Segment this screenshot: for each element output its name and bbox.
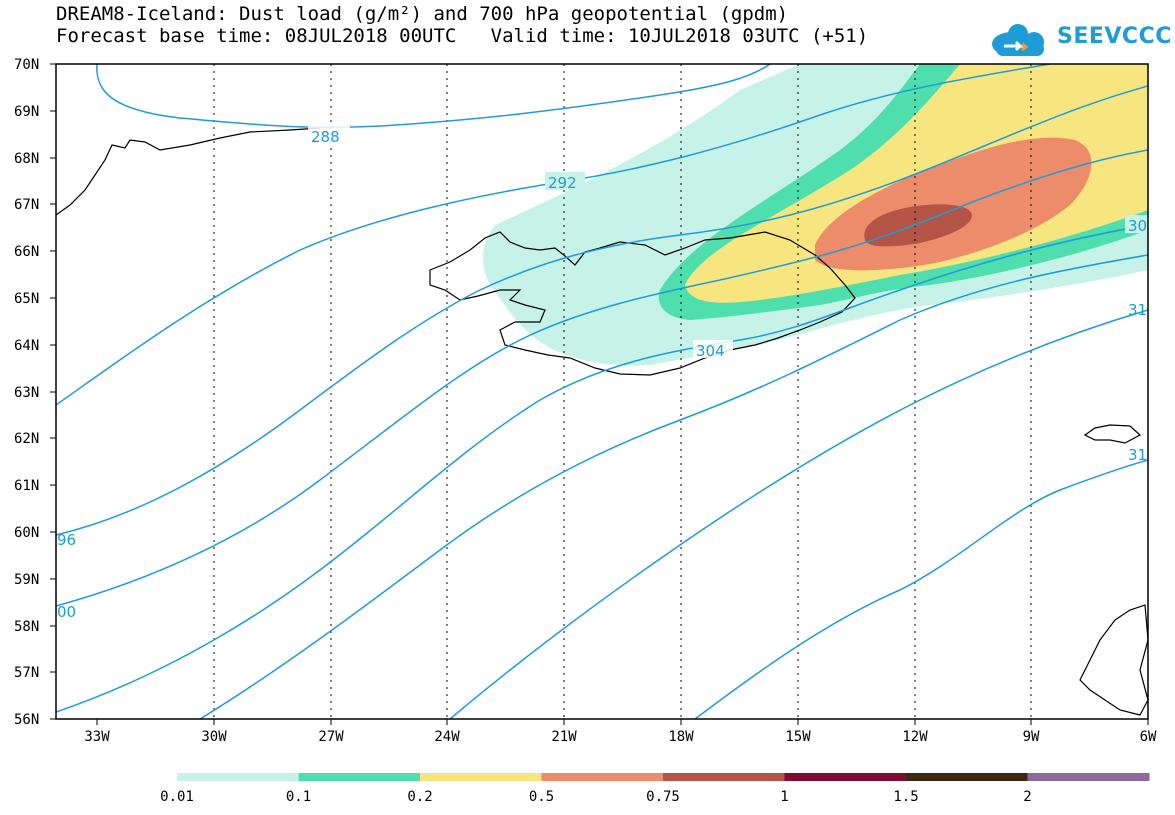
contour-304 <box>56 224 1148 713</box>
colorbar-label: 0.1 <box>286 789 311 805</box>
lon-label: 18W <box>668 729 694 745</box>
contour-312 <box>449 309 1148 719</box>
map-subtitle: Forecast base time: 08JUL2018 00UTC Vali… <box>56 25 869 47</box>
iceland-coast <box>429 231 856 376</box>
longitude-labels: 33W 30W 27W 24W 21W 18W 15W 12W 9W 6W <box>84 729 1157 745</box>
contour-label-304: 304 <box>696 342 725 360</box>
lat-label: 68N <box>14 151 39 167</box>
contour-288 <box>96 64 771 129</box>
contour-labels: 288 292 304 30 31 31 96 00 <box>57 126 1148 621</box>
colorbar-swatch <box>177 773 299 781</box>
lon-label: 27W <box>318 729 344 745</box>
colorbar-swatch <box>663 773 785 781</box>
lat-label: 65N <box>14 291 39 307</box>
coastlines <box>56 127 1148 716</box>
lat-label: 57N <box>14 665 39 681</box>
contour-label-30: 30 <box>1128 217 1147 235</box>
lon-label: 12W <box>902 729 928 745</box>
contour-label-292: 292 <box>548 174 577 192</box>
colorbar-swatch <box>420 773 542 781</box>
colorbar: 0.01 0.1 0.2 0.5 0.75 1 1.5 2 <box>160 773 1150 805</box>
cloud-icon <box>992 24 1044 56</box>
colorbar-label: 1 <box>780 789 788 805</box>
map-area: 288 292 304 30 31 31 96 00 <box>56 64 1148 719</box>
lat-label: 62N <box>14 431 39 447</box>
scotland-coast <box>1079 604 1148 716</box>
contour-label-31b: 31 <box>1128 446 1147 464</box>
lat-label: 56N <box>14 712 39 728</box>
greenland-coast <box>56 127 321 216</box>
colorbar-swatch <box>906 773 1028 781</box>
colorbar-swatch <box>1027 773 1150 781</box>
contour-label-00: 00 <box>57 603 76 621</box>
lon-label: 6W <box>1140 729 1157 745</box>
contour-300 <box>56 149 1148 607</box>
faroe-islands <box>1083 424 1142 444</box>
colorbar-label: 0.2 <box>407 789 432 805</box>
colorbar-label: 0.01 <box>160 789 194 805</box>
lat-label: 64N <box>14 338 39 354</box>
dust-shade-0.75 <box>864 204 972 247</box>
lat-label: 60N <box>14 525 39 541</box>
colorbar-swatch <box>541 773 664 781</box>
contour-label-31a: 31 <box>1128 301 1147 319</box>
lon-label: 15W <box>785 729 811 745</box>
colorbar-label: 1.5 <box>893 789 918 805</box>
lat-label: 63N <box>14 385 39 401</box>
seevccc-logo <box>992 24 1044 56</box>
contour-label-96: 96 <box>57 531 76 549</box>
colorbar-swatch <box>298 773 421 781</box>
lon-label: 21W <box>551 729 577 745</box>
lat-label: 59N <box>14 572 39 588</box>
lat-label: 58N <box>14 619 39 635</box>
lon-label: 33W <box>84 729 110 745</box>
contour-296 <box>56 85 1148 536</box>
lat-label: 67N <box>14 197 39 213</box>
colorbar-swatch <box>784 773 907 781</box>
lat-label: 69N <box>14 104 39 120</box>
latitude-labels: 70N 69N 68N 67N 66N 65N 64N 63N 62N 61N … <box>14 57 39 728</box>
contour-316 <box>694 459 1148 719</box>
lon-label: 24W <box>434 729 460 745</box>
latitude-axis <box>50 63 56 720</box>
colorbar-label: 2 <box>1023 789 1031 805</box>
colorbar-label: 0.5 <box>529 789 554 805</box>
longitude-axis <box>96 719 1149 725</box>
colorbar-label: 0.75 <box>646 789 680 805</box>
lat-label: 70N <box>14 57 39 73</box>
lat-label: 61N <box>14 478 39 494</box>
lon-label: 30W <box>201 729 227 745</box>
contour-308 <box>199 254 1148 719</box>
lat-label: 66N <box>14 244 39 260</box>
logo-text: SEEVCCC <box>1057 24 1172 49</box>
contour-label-288: 288 <box>311 128 340 146</box>
lon-label: 9W <box>1023 729 1040 745</box>
map-title: DREAM8-Iceland: Dust load (g/m²) and 700… <box>56 3 789 25</box>
